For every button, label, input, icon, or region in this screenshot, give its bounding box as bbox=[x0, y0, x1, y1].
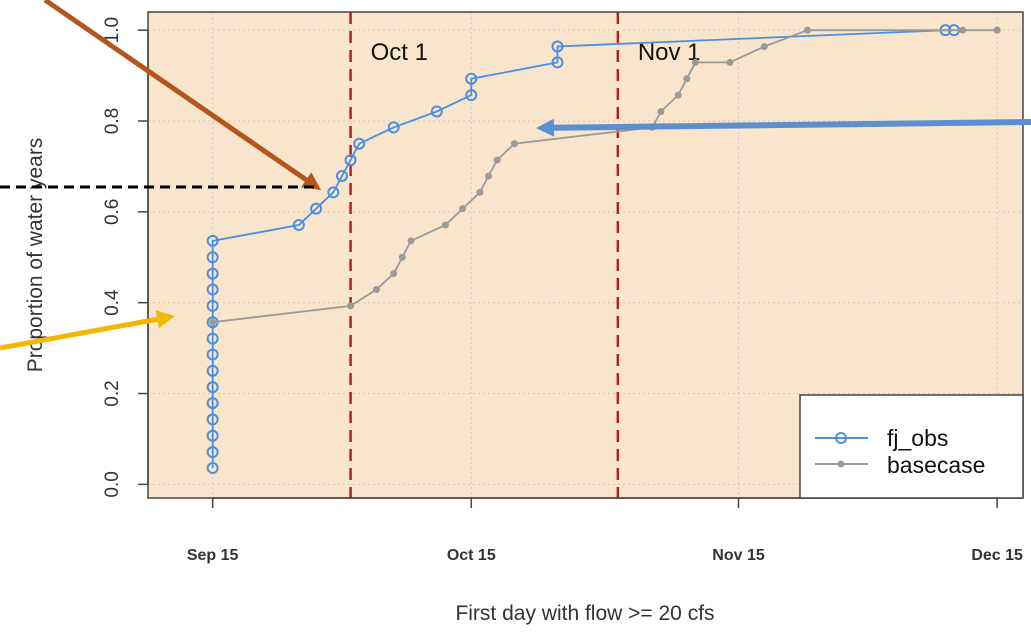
point-basecase-9 bbox=[485, 172, 493, 180]
y-tick-label-3: 0.6 bbox=[102, 199, 123, 225]
annotation-arrow-yellow-shaft bbox=[0, 316, 158, 351]
x-tick-label-3: Dec 15 bbox=[971, 547, 1023, 564]
point-basecase-15 bbox=[683, 75, 691, 83]
y-tick-label-0: 0.0 bbox=[102, 471, 123, 497]
point-fj-obs-14 bbox=[206, 234, 219, 247]
x-axis-label: First day with flow >= 20 cfs bbox=[455, 602, 714, 625]
y-tick-label-1: 0.2 bbox=[102, 380, 123, 406]
point-fj-obs-12 bbox=[206, 267, 219, 280]
series-layer bbox=[206, 24, 1001, 475]
series-line-basecase bbox=[212, 29, 998, 324]
legend: fj_obs basecase bbox=[799, 394, 1024, 499]
annotation-arrows bbox=[0, 0, 1031, 351]
point-basecase-22 bbox=[993, 26, 1001, 34]
point-basecase-16 bbox=[691, 58, 699, 66]
point-fj-obs-16 bbox=[310, 202, 323, 215]
point-fj-obs-8 bbox=[206, 332, 219, 345]
point-basecase-11 bbox=[510, 140, 518, 148]
point-basecase-19 bbox=[803, 26, 811, 34]
point-fj-obs-2 bbox=[206, 429, 219, 442]
annotation-arrow-yellow-head bbox=[155, 310, 175, 329]
point-basecase-18 bbox=[760, 43, 768, 51]
legend-label-fj-obs: fj_obs bbox=[887, 425, 948, 451]
point-fj-obs-19 bbox=[344, 154, 357, 167]
point-basecase-0 bbox=[209, 318, 217, 326]
point-fj-obs-5 bbox=[206, 381, 219, 394]
point-fj-obs-7 bbox=[206, 348, 219, 361]
point-basecase-3 bbox=[390, 270, 398, 278]
point-fj-obs-26 bbox=[551, 40, 564, 53]
point-basecase-8 bbox=[476, 188, 484, 196]
point-fj-obs-4 bbox=[206, 397, 219, 410]
annotation-arrow-blue-head bbox=[536, 118, 555, 137]
ref-label-oct-1: Oct 1 bbox=[371, 39, 428, 66]
y-tick-label-2: 0.4 bbox=[102, 289, 123, 316]
point-fj-obs-23 bbox=[465, 89, 478, 102]
legend-label-basecase: basecase bbox=[887, 452, 985, 478]
point-fj-obs-25 bbox=[551, 56, 564, 69]
point-fj-obs-18 bbox=[335, 169, 348, 182]
annotation-arrow-brown-shaft bbox=[43, 0, 308, 182]
point-basecase-2 bbox=[372, 286, 380, 294]
x-tick-label-0: Sep 15 bbox=[187, 547, 239, 564]
y-tick-label-4: 0.8 bbox=[102, 108, 123, 134]
point-fj-obs-20 bbox=[353, 137, 366, 150]
x-axis: Sep 15 Oct 15 Nov 15 Dec 15 bbox=[187, 497, 1023, 564]
point-basecase-10 bbox=[493, 156, 501, 164]
y-tick-label-5: 1.0 bbox=[102, 17, 123, 43]
point-fj-obs-3 bbox=[206, 413, 219, 426]
point-basecase-4 bbox=[398, 253, 406, 261]
point-fj-obs-17 bbox=[327, 186, 340, 199]
series-basecase bbox=[209, 26, 1001, 326]
point-fj-obs-13 bbox=[206, 251, 219, 264]
legend-marker-fj-obs bbox=[835, 432, 847, 444]
point-fj-obs-21 bbox=[387, 121, 400, 134]
legend-box bbox=[799, 394, 1024, 499]
point-fj-obs-15 bbox=[292, 219, 305, 232]
legend-marker-basecase bbox=[837, 460, 845, 468]
point-basecase-7 bbox=[459, 205, 467, 213]
x-tick-label-1: Oct 15 bbox=[447, 547, 496, 564]
y-axis: 0.0 0.2 0.4 0.6 0.8 1.0 bbox=[102, 17, 149, 498]
point-fj-obs-11 bbox=[206, 283, 219, 296]
point-basecase-14 bbox=[674, 91, 682, 99]
point-fj-obs-24 bbox=[465, 72, 478, 85]
annotation-arrow-blue-shaft bbox=[553, 119, 1031, 131]
point-basecase-1 bbox=[347, 302, 355, 310]
y-axis-label: Proportion of water years bbox=[24, 138, 47, 373]
point-basecase-17 bbox=[726, 58, 734, 66]
point-basecase-13 bbox=[657, 107, 665, 115]
point-fj-obs-10 bbox=[206, 299, 219, 312]
point-basecase-20 bbox=[959, 26, 967, 34]
point-basecase-5 bbox=[407, 237, 415, 245]
point-fj-obs-22 bbox=[430, 105, 443, 118]
point-fj-obs-6 bbox=[206, 364, 219, 377]
point-fj-obs-1 bbox=[206, 446, 219, 459]
point-fj-obs-0 bbox=[206, 462, 219, 475]
series-fj-obs bbox=[206, 24, 961, 475]
x-tick-label-2: Nov 15 bbox=[712, 547, 765, 564]
reference-lines: Oct 1 Nov 1 bbox=[349, 12, 701, 498]
point-basecase-6 bbox=[441, 221, 449, 229]
